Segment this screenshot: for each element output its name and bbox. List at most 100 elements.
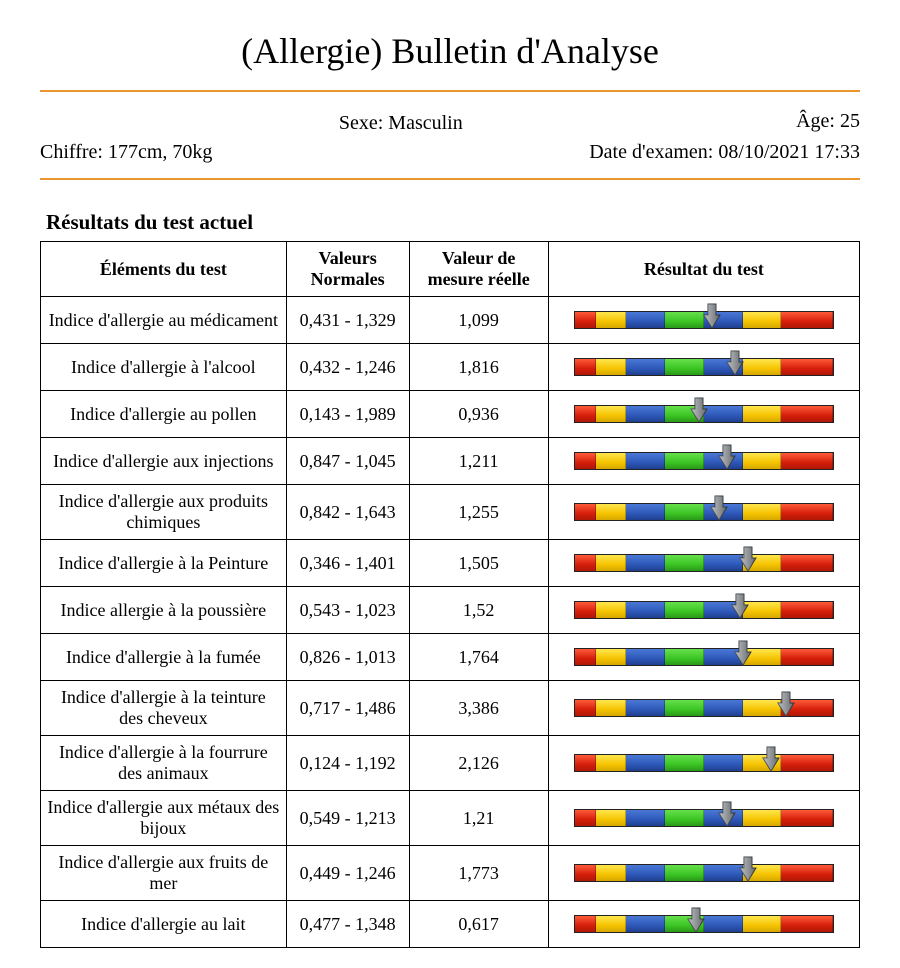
gauge-segment-green [665, 312, 704, 328]
meta-age: Âge: 25 [589, 110, 860, 133]
cell-element: Indice allergie à la poussière [41, 587, 287, 634]
gauge-segment-red [781, 700, 833, 716]
cell-normal: 0,543 - 1,023 [286, 587, 409, 634]
cell-result [548, 901, 859, 948]
result-gauge [574, 311, 834, 329]
gauge-segment-green [665, 453, 704, 469]
gauge-segment-red [781, 865, 833, 881]
gauge-segment-blue [704, 359, 743, 375]
table-row: Indice d'allergie à la fumée0,826 - 1,01… [41, 634, 860, 681]
cell-result [548, 791, 859, 846]
gauge-segment-red [781, 602, 833, 618]
cell-element: Indice d'allergie au médicament [41, 297, 287, 344]
gauge-segment-yellow [743, 453, 782, 469]
table-header-row: Éléments du test Valeurs Normales Valeur… [41, 242, 860, 297]
cell-measured: 1,52 [409, 587, 548, 634]
cell-measured: 1,21 [409, 791, 548, 846]
gauge-segment-blue [704, 453, 743, 469]
gauge-segment-red [575, 916, 596, 932]
cell-element: Indice d'allergie aux injections [41, 438, 287, 485]
gauge-segment-blue [626, 555, 665, 571]
gauge-segment-red [575, 865, 596, 881]
gauge-segment-green [665, 865, 704, 881]
cell-result [548, 297, 859, 344]
gauge-segment-yellow [743, 916, 782, 932]
gauge-segment-red [781, 555, 833, 571]
cell-result [548, 681, 859, 736]
gauge-segment-blue [704, 649, 743, 665]
gauge-segment-green [665, 916, 704, 932]
gauge-segment-yellow [596, 555, 627, 571]
cell-result [548, 846, 859, 901]
table-row: Indice d'allergie aux produits chimiques… [41, 485, 860, 540]
table-row: Indice d'allergie au lait0,477 - 1,3480,… [41, 901, 860, 948]
cell-result [548, 540, 859, 587]
gauge-segment-red [575, 755, 596, 771]
cell-element: Indice d'allergie aux fruits de mer [41, 846, 287, 901]
gauge-segment-green [665, 406, 704, 422]
gauge-segment-blue [704, 406, 743, 422]
gauge-segment-blue [626, 755, 665, 771]
table-row: Indice d'allergie au médicament0,431 - 1… [41, 297, 860, 344]
gauge-segment-yellow [596, 810, 627, 826]
gauge-segment-blue [704, 602, 743, 618]
cell-result [548, 736, 859, 791]
gauge-segment-blue [626, 453, 665, 469]
cell-normal: 0,549 - 1,213 [286, 791, 409, 846]
gauge-segment-yellow [743, 406, 782, 422]
divider-bottom [40, 178, 860, 180]
result-gauge [574, 648, 834, 666]
gauge-segment-yellow [596, 453, 627, 469]
cell-normal: 0,431 - 1,329 [286, 297, 409, 344]
cell-measured: 1,764 [409, 634, 548, 681]
gauge-segment-red [575, 649, 596, 665]
gauge-segment-yellow [743, 700, 782, 716]
cell-measured: 3,386 [409, 681, 548, 736]
result-gauge [574, 864, 834, 882]
gauge-segment-yellow [743, 555, 782, 571]
gauge-segment-blue [626, 649, 665, 665]
table-row: Indice d'allergie à la teinture des chev… [41, 681, 860, 736]
cell-measured: 1,773 [409, 846, 548, 901]
gauge-segment-red [575, 810, 596, 826]
gauge-segment-red [575, 406, 596, 422]
gauge-segment-red [781, 406, 833, 422]
results-table: Éléments du test Valeurs Normales Valeur… [40, 241, 860, 948]
gauge-segment-yellow [743, 755, 782, 771]
col-header-normal: Valeurs Normales [286, 242, 409, 297]
cell-measured: 1,211 [409, 438, 548, 485]
gauge-segment-green [665, 359, 704, 375]
gauge-segment-blue [704, 810, 743, 826]
gauge-segment-yellow [596, 649, 627, 665]
gauge-segment-red [575, 453, 596, 469]
cell-element: Indice d'allergie à la teinture des chev… [41, 681, 287, 736]
cell-normal: 0,143 - 1,989 [286, 391, 409, 438]
gauge-segment-green [665, 504, 704, 520]
cell-result [548, 344, 859, 391]
section-heading: Résultats du test actuel [40, 210, 860, 235]
cell-measured: 2,126 [409, 736, 548, 791]
gauge-segment-yellow [743, 810, 782, 826]
gauge-segment-yellow [596, 312, 627, 328]
gauge-segment-red [781, 810, 833, 826]
gauge-segment-blue [626, 700, 665, 716]
gauge-segment-blue [704, 504, 743, 520]
cell-measured: 1,099 [409, 297, 548, 344]
gauge-segment-yellow [596, 865, 627, 881]
gauge-segment-blue [704, 755, 743, 771]
col-header-element: Éléments du test [41, 242, 287, 297]
gauge-segment-red [781, 649, 833, 665]
gauge-segment-red [781, 916, 833, 932]
gauge-segment-red [575, 602, 596, 618]
cell-element: Indice d'allergie à l'alcool [41, 344, 287, 391]
gauge-segment-blue [626, 406, 665, 422]
gauge-segment-blue [704, 865, 743, 881]
gauge-segment-yellow [596, 700, 627, 716]
gauge-segment-blue [626, 865, 665, 881]
gauge-segment-green [665, 649, 704, 665]
cell-measured: 0,936 [409, 391, 548, 438]
gauge-segment-blue [704, 916, 743, 932]
cell-normal: 0,847 - 1,045 [286, 438, 409, 485]
gauge-segment-blue [704, 700, 743, 716]
gauge-segment-yellow [596, 602, 627, 618]
